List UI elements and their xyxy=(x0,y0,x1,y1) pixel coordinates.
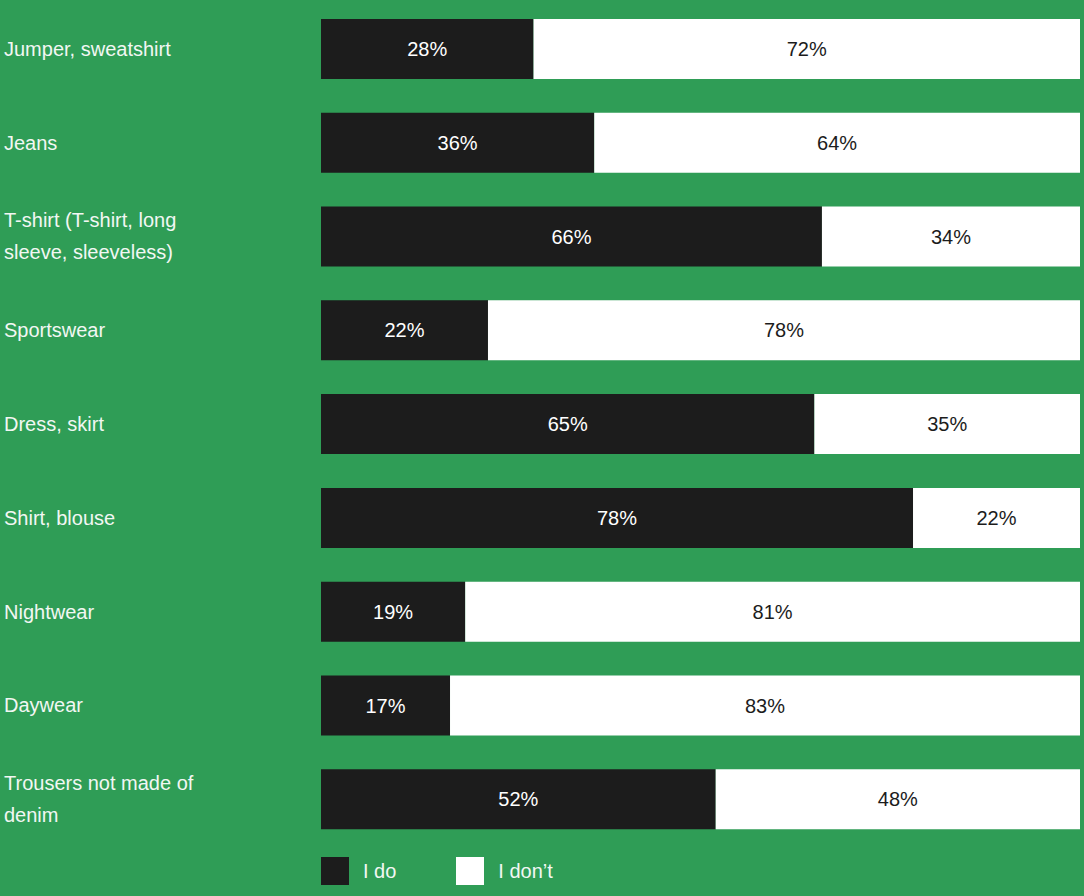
svg-text:78%: 78% xyxy=(764,319,804,341)
svg-text:28%: 28% xyxy=(407,38,447,60)
html-text:I don’t: I don’t xyxy=(498,859,553,882)
svg-text:34%: 34% xyxy=(931,226,971,248)
svg-text:Trousers not made ofdenim: Trousers not made ofdenim xyxy=(4,772,194,826)
svg-text:22%: 22% xyxy=(976,507,1016,529)
svg-text:36%: 36% xyxy=(438,132,478,154)
svg-text:64%: 64% xyxy=(817,132,857,154)
svg-text:Jeans: Jeans xyxy=(4,132,57,154)
svg-text:81%: 81% xyxy=(753,601,793,623)
svg-text:35%: 35% xyxy=(927,413,967,435)
svg-text:78%: 78% xyxy=(597,507,637,529)
svg-text:72%: 72% xyxy=(787,38,827,60)
svg-text:48%: 48% xyxy=(878,788,918,810)
svg-text:83%: 83% xyxy=(745,695,785,717)
svg-text:22%: 22% xyxy=(384,319,424,341)
svg-text:19%: 19% xyxy=(373,601,413,623)
svg-text:Nightwear: Nightwear xyxy=(4,601,94,623)
svg-text:Shirt, blouse: Shirt, blouse xyxy=(4,507,115,529)
html-text:I do: I do xyxy=(363,859,397,882)
svg-text:T-shirt (T-shirt, longsleeve,: T-shirt (T-shirt, longsleeve, sleeveless… xyxy=(4,209,176,263)
svg-text:Jumper, sweatshirt: Jumper, sweatshirt xyxy=(4,38,171,60)
svg-text:17%: 17% xyxy=(365,695,405,717)
svg-text:Dress, skirt: Dress, skirt xyxy=(4,413,104,435)
svg-text:65%: 65% xyxy=(548,413,588,435)
svg-text:52%: 52% xyxy=(498,788,538,810)
svg-text:Daywear: Daywear xyxy=(4,694,83,716)
svg-text:Sportswear: Sportswear xyxy=(4,319,105,341)
svg-text:66%: 66% xyxy=(551,226,591,248)
